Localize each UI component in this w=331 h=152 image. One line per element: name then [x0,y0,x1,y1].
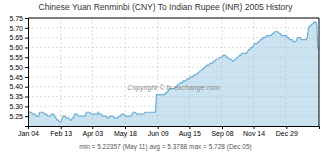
grid-line [28,18,319,19]
y-tick: 5.40 [9,83,28,90]
x-tick: Jun 09 [148,126,169,137]
y-tick-label: 5.60 [9,44,23,51]
y-tick-label: 5.35 [9,93,23,100]
grid-line [28,96,319,97]
area [28,22,319,126]
x-tick-mark [158,126,159,129]
x-tick-mark [92,126,93,129]
y-tick-label: 5.70 [9,25,23,32]
y-tick-label: 5.50 [9,64,23,71]
y-tick-label: 5.25 [9,113,23,120]
frame [28,18,319,19]
x-tick-label: Dec 29 [276,130,298,137]
x-tick: Dec 29 [276,126,298,137]
grid-line [28,76,319,77]
grid-line [28,57,319,58]
y-tick-mark [25,57,28,58]
y-tick-mark [25,116,28,117]
y-tick-mark [25,77,28,78]
grid-line [28,37,319,38]
grid-line [253,18,254,126]
x-tick-mark [222,126,223,129]
x-tick-mark [189,126,190,129]
x-tick: May 18 [114,126,137,138]
y-tick-label: 5.30 [9,103,23,110]
x-tick-label: Jan 04 [18,130,39,137]
y-tick-mark [25,18,28,19]
y-tick: 5.75 [9,15,28,22]
grid-line [28,47,319,48]
y-tick-mark [25,97,28,98]
grid-line [28,116,319,117]
x-tick-label: Feb 13 [50,130,72,137]
grid-line [28,27,319,28]
line [28,22,319,122]
watermark: Copyright © fx-exchange.com [127,84,219,92]
y-tick: 5.45 [9,74,28,81]
x-tick-label: Apr 03 [82,130,103,138]
x-axis-line [29,127,320,130]
x-axis: Jan 04 Feb 13 Apr 03 May 18 Jun 09 Aug 15 Sep … [18,126,320,138]
grid-line [92,18,93,126]
title: Chinese Yuan Renminbi (CNY) To Indian Ru… [39,2,294,12]
y-tick-mark [25,87,28,88]
x-tick: Apr 03 [82,126,103,138]
footer: min = 5.22357 (May 11) avg = 5.3788 max … [79,143,251,151]
y-tick: 5.50 [9,64,28,71]
y-tick: 5.30 [9,103,28,110]
y-tick-mark [25,106,28,107]
x-tick-label: Jun 09 [148,130,169,137]
grid-line [222,18,223,126]
grid-line [28,106,319,107]
x-tick-mark [125,126,126,129]
x-tick: Sep 08 [211,126,233,138]
x-tick: Nov 14 [243,126,265,137]
x-tick-label: May 18 [114,130,137,138]
grid-line [60,18,61,126]
y-tick-label: 5.75 [9,15,23,22]
x-tick-label: Sep 08 [211,130,233,138]
y-axis-line [25,19,29,127]
x-tick: Aug 15 [179,126,201,138]
x-tick: Jan 04 [18,126,39,137]
y-tick-mark [25,67,28,68]
x-tick-mark [286,126,287,129]
x-tick-mark [28,126,29,129]
chart: Chinese Yuan Renminbi (CNY) To Indian Ru… [0,0,331,152]
y-tick-label: 5.40 [9,83,23,90]
y-tick-mark [25,38,28,39]
y-tick: 5.70 [9,25,28,32]
marks [28,18,319,126]
grid-line [189,18,190,126]
grid-line [286,18,287,126]
y-tick: 5.55 [9,54,28,61]
grid-line [157,18,158,126]
y-tick-mark [25,47,28,48]
grid-line [125,18,126,126]
y-tick-mark [25,28,28,29]
x-tick-label: Aug 15 [179,130,201,138]
frame [319,18,320,126]
grid-line [28,67,319,68]
grid [28,18,319,126]
y-axis: 5.25 5.30 5.35 5.40 5.45 5.50 5.55 5.60 5.65 5.70… [9,15,28,127]
y-tick: 5.25 [9,113,28,120]
x-tick-label: Nov 14 [243,130,265,137]
y-tick-label: 5.65 [9,34,23,41]
x-tick-mark [254,126,255,129]
y-tick: 5.65 [9,34,28,41]
x-tick-mark [61,126,62,129]
y-tick: 5.35 [9,93,28,100]
x-tick: Feb 13 [50,126,72,137]
plot: 5.25 5.30 5.35 5.40 5.45 5.50 5.55 5.60 5.65 5.70… [9,15,319,138]
y-tick-label: 5.55 [9,54,23,61]
y-tick-label: 5.45 [9,74,23,81]
y-tick: 5.60 [9,44,28,51]
